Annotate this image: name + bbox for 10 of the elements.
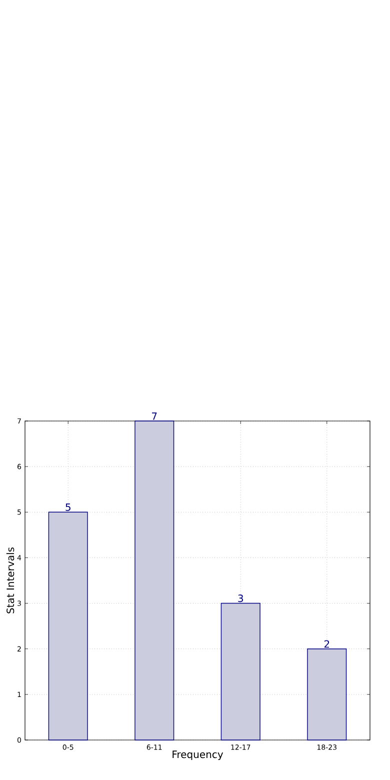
y-axis-title: Stat Intervals <box>6 547 14 614</box>
bar <box>307 648 347 740</box>
bar <box>48 512 88 740</box>
data-label: 3 <box>238 594 244 602</box>
data-label: 5 <box>66 504 70 511</box>
data-label: 2 <box>324 640 330 648</box>
bar <box>220 602 260 740</box>
data-label: 7 <box>152 412 157 420</box>
x-axis-title: Frequency <box>172 750 224 760</box>
bar <box>134 420 174 740</box>
